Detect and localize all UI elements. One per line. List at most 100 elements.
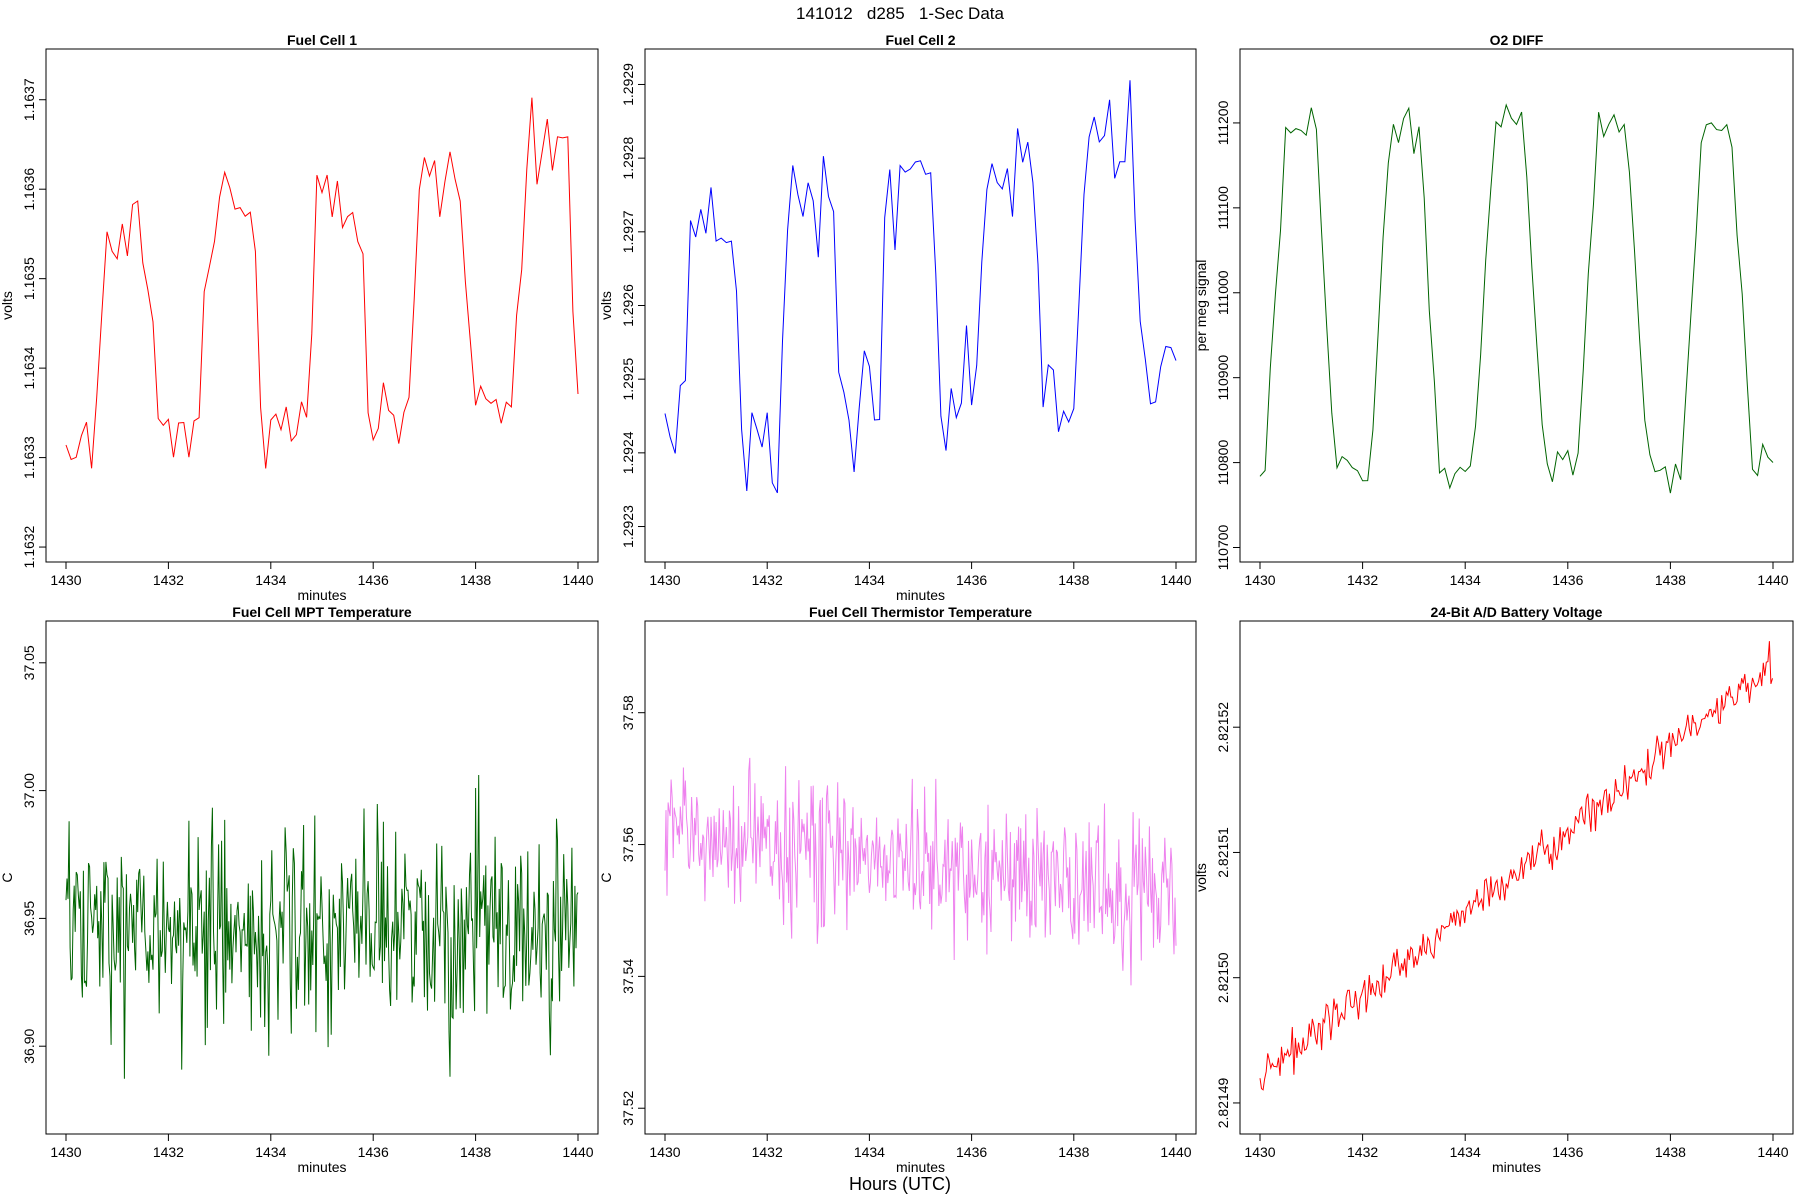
series-line <box>1259 641 1773 1091</box>
x-tick-label: 1436 <box>358 572 389 588</box>
panel-title: Fuel Cell MPT Temperature <box>232 604 412 620</box>
plot-frame <box>644 620 1197 1135</box>
y-axis-label: per meg signal <box>1193 260 1209 352</box>
x-tick-label: 1432 <box>752 572 783 588</box>
chart-panel-1: Fuel Cell 1 1430 1432 1434 1436 1438 1440 1.163… <box>0 32 599 603</box>
x-tick-label: 1432 <box>1347 572 1378 588</box>
outer-x-label: Hours (UTC) <box>849 1174 951 1194</box>
x-axis-label: minutes <box>896 587 945 603</box>
x-tick-label: 1440 <box>562 572 593 588</box>
x-tick-label: 1436 <box>956 1144 987 1160</box>
x-tick-label: 1434 <box>1450 1144 1481 1160</box>
series-line <box>65 97 579 469</box>
y-tick-label: 2.82151 <box>1215 827 1231 878</box>
y-tick-label: 110900 <box>1215 355 1231 401</box>
x-tick-label: 1436 <box>358 1144 389 1160</box>
x-tick-label: 1434 <box>1450 572 1481 588</box>
x-axis-label: minutes <box>1492 1159 1541 1175</box>
x-tick-label: 1432 <box>153 1144 184 1160</box>
y-tick-label: 1.1633 <box>21 436 37 479</box>
x-tick-label: 1434 <box>255 1144 286 1160</box>
y-tick-label: 2.82150 <box>1215 952 1231 1003</box>
y-tick-label: 1.2925 <box>620 358 636 401</box>
x-axis-label: minutes <box>297 587 346 603</box>
plot-frame <box>1239 48 1794 563</box>
series-line <box>65 774 579 1079</box>
x-tick-label: 1438 <box>1655 572 1686 588</box>
y-axis-label: volts <box>0 291 15 320</box>
y-tick-label: 1.1635 <box>21 257 37 300</box>
y-tick-label: 37.05 <box>21 645 37 680</box>
chart-panel-3: O2 DIFF 1430 1432 1434 1436 1438 1440 110700 110… <box>1193 32 1794 588</box>
y-tick-label: 110800 <box>1215 440 1231 486</box>
y-tick-label: 2.82149 <box>1215 1077 1231 1128</box>
y-tick-label: 1.2923 <box>620 505 636 548</box>
x-tick-label: 1436 <box>1552 572 1583 588</box>
y-tick-label: 111000 <box>1215 270 1231 315</box>
plot-frame <box>1239 620 1794 1135</box>
y-tick-label: 2.82152 <box>1215 702 1231 753</box>
x-tick-label: 1432 <box>1347 1144 1378 1160</box>
y-tick-label: 1.2929 <box>620 63 636 106</box>
chart-panel-4: Fuel Cell MPT Temperature 1430 1432 1434 143… <box>0 604 599 1175</box>
x-tick-label: 1432 <box>153 572 184 588</box>
x-tick-label: 1440 <box>1757 572 1788 588</box>
x-tick-label: 1436 <box>1552 1144 1583 1160</box>
y-tick-label: 1.2926 <box>620 284 636 327</box>
x-axis-label: minutes <box>896 1159 945 1175</box>
x-tick-label: 1430 <box>649 1144 680 1160</box>
y-tick-label: 36.95 <box>21 901 37 936</box>
x-tick-label: 1440 <box>1757 1144 1788 1160</box>
figure-title: 141012 d285 1-Sec Data <box>796 4 1004 23</box>
series-line <box>1259 103 1774 494</box>
panel-title: O2 DIFF <box>1490 32 1544 48</box>
panel-title: 24-Bit A/D Battery Voltage <box>1431 604 1603 620</box>
x-tick-label: 1436 <box>956 572 987 588</box>
x-tick-label: 1434 <box>854 572 885 588</box>
x-tick-label: 1440 <box>562 1144 593 1160</box>
y-tick-label: 1.1637 <box>21 78 37 121</box>
x-tick-label: 1438 <box>1058 572 1089 588</box>
y-tick-label: 111100 <box>1215 186 1231 230</box>
chart-panel-5: Fuel Cell Thermistor Temperature 1430 1432… <box>598 604 1197 1175</box>
y-tick-label: 1.1634 <box>21 347 37 390</box>
y-axis-label: volts <box>1193 863 1209 892</box>
panel-title: Fuel Cell Thermistor Temperature <box>809 604 1032 620</box>
x-tick-label: 1438 <box>1655 1144 1686 1160</box>
plot-frame <box>45 48 599 563</box>
y-axis-label: C <box>0 872 15 882</box>
y-tick-label: 37.58 <box>620 695 636 730</box>
y-tick-label: 1.1632 <box>21 525 37 568</box>
y-tick-label: 37.56 <box>620 827 636 862</box>
y-tick-label: 1.2927 <box>620 210 636 253</box>
series-line <box>664 80 1177 494</box>
y-tick-label: 37.00 <box>21 773 37 808</box>
x-tick-label: 1430 <box>50 572 81 588</box>
plot-frame <box>45 620 599 1135</box>
x-tick-label: 1432 <box>752 1144 783 1160</box>
chart-panel-6: 24-Bit A/D Battery Voltage 1430 1432 1434 14… <box>1193 604 1794 1175</box>
x-tick-label: 1438 <box>460 1144 491 1160</box>
x-tick-label: 1434 <box>255 572 286 588</box>
panels: Fuel Cell 1 1430 1432 1434 1436 1438 1440 1.163… <box>0 32 1794 1175</box>
y-tick-label: 110700 <box>1215 524 1231 570</box>
x-tick-label: 1430 <box>50 1144 81 1160</box>
y-tick-label: 111200 <box>1215 100 1231 145</box>
y-axis-label: C <box>598 872 614 882</box>
panel-title: Fuel Cell 1 <box>287 32 357 48</box>
y-tick-label: 1.1636 <box>21 168 37 211</box>
x-tick-label: 1430 <box>1244 1144 1275 1160</box>
x-tick-label: 1440 <box>1160 1144 1191 1160</box>
x-tick-label: 1438 <box>1058 1144 1089 1160</box>
y-axis-label: volts <box>598 291 614 320</box>
y-tick-label: 1.2924 <box>620 431 636 474</box>
x-tick-label: 1438 <box>460 572 491 588</box>
x-tick-label: 1434 <box>854 1144 885 1160</box>
chart-panel-2: Fuel Cell 2 1430 1432 1434 1436 1438 1440 1.292… <box>598 32 1197 603</box>
x-tick-label: 1440 <box>1160 572 1191 588</box>
y-tick-label: 37.52 <box>620 1090 636 1125</box>
x-tick-label: 1430 <box>1244 572 1275 588</box>
y-tick-label: 37.54 <box>620 959 636 994</box>
x-axis-label: minutes <box>297 1159 346 1175</box>
